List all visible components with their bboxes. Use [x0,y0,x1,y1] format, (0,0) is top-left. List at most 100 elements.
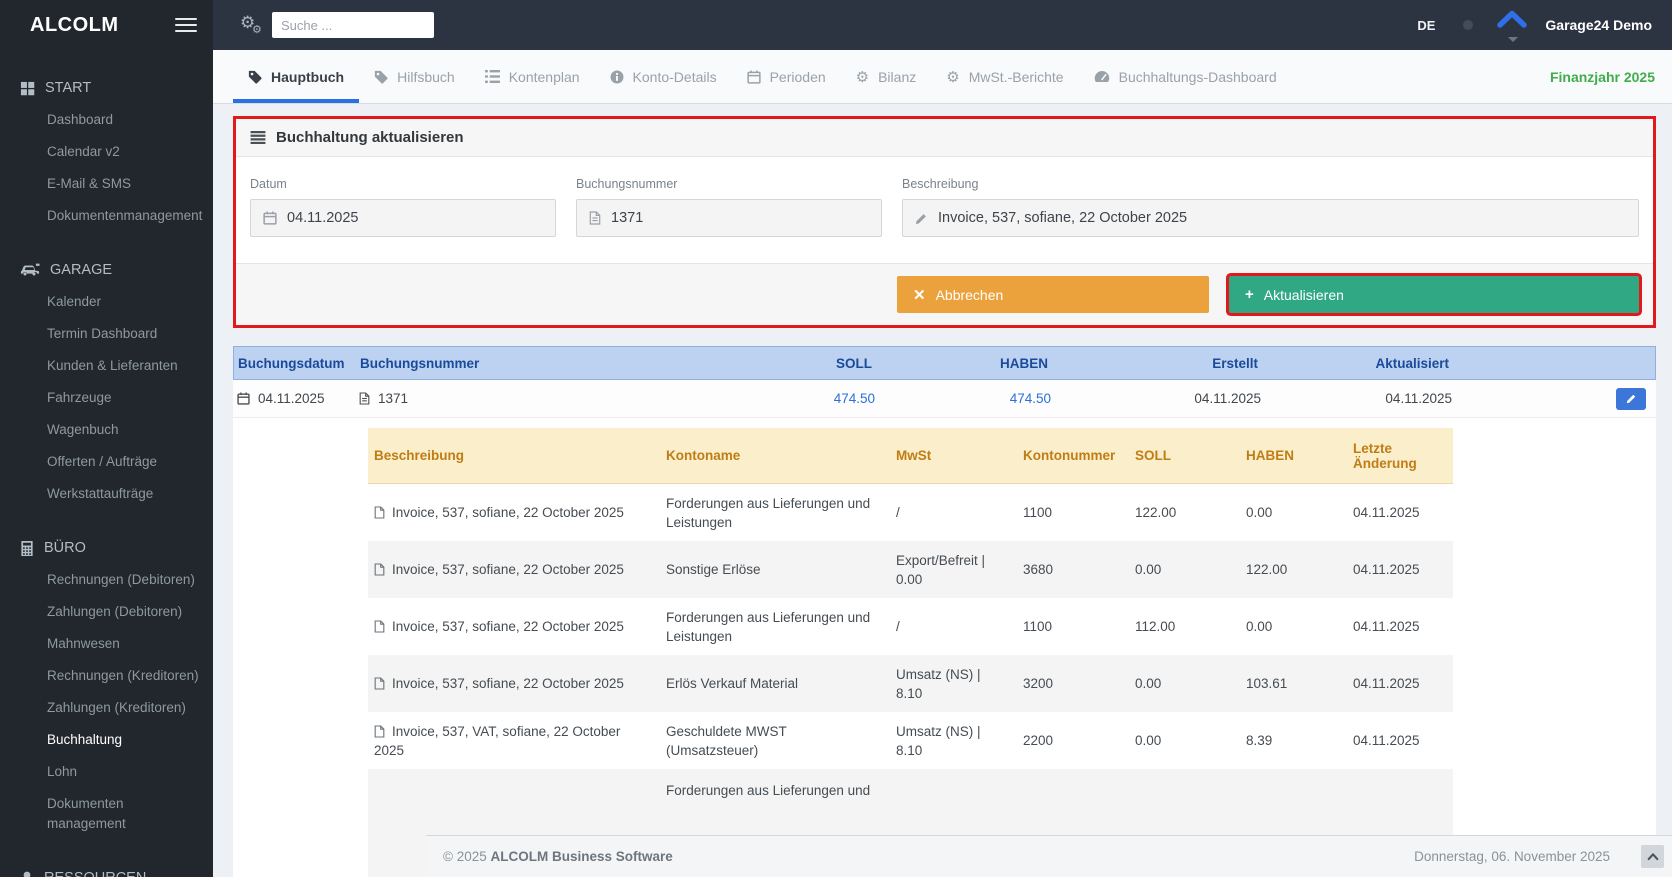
hamburger-menu-icon[interactable] [175,14,197,36]
sidebar-item-mahnwesen[interactable]: Mahnwesen [47,636,120,651]
letzte-aenderung-cell: 04.11.2025 [1353,676,1420,691]
notification-dot-icon[interactable] [1463,20,1474,30]
panel-body: Datum Buchungsnummer Beschreibung [236,157,1653,263]
file-icon [374,724,385,738]
col-buchungsnummer[interactable]: Buchungsnummer [360,355,480,371]
buchungsnummer-input[interactable] [611,210,869,226]
sidebar-item-wagenbuch[interactable]: Wagenbuch [47,422,119,437]
tab-buchhaltungs-dashboard[interactable]: Buchhaltungs-Dashboard [1079,50,1292,103]
beschreibung-input[interactable] [938,210,1626,226]
field-datum: Datum [250,177,556,237]
col-haben[interactable]: HABEN [1246,448,1295,463]
edit-button[interactable] [1616,387,1646,410]
sidebar-item-rechnungen-kreditoren[interactable]: Rechnungen (Kreditoren) [47,668,199,683]
haben-cell: 103.61 [1246,676,1288,691]
fiscal-year-badge[interactable]: Finanzjahr 2025 [1549,68,1655,85]
col-letzte-aenderung[interactable]: Letzte Änderung [1353,440,1417,471]
mwst-cell: / [896,505,900,520]
calendar-icon [263,211,277,225]
col-mwst[interactable]: MwSt [896,448,932,463]
sidebar-item-dokumenten-management[interactable]: Dokumenten management [47,796,126,831]
col-soll[interactable]: SOLL [836,355,872,371]
tab-perioden[interactable]: Perioden [732,50,841,103]
aktualisiert-value: 04.11.2025 [1385,391,1452,406]
topbar: ⚙⚙ DE Garage24 Demo [213,0,1672,50]
tab-hauptbuch[interactable]: Hauptbuch [233,50,360,103]
plus-icon: + [1245,286,1254,303]
detail-row: Invoice, 537, sofiane, 22 October 2025 F… [368,598,1453,655]
cogs-icon[interactable]: ⚙ ⚙ [240,13,262,36]
sidebar-header-garage[interactable]: GARAGE [0,254,213,286]
detail-header-row: Beschreibung Kontoname MwSt Kontonummer … [368,428,1453,484]
tab-bilanz[interactable]: ⚙ Bilanz [855,67,917,86]
sidebar-header-label: START [45,80,92,96]
sidebar-item-dashboard[interactable]: Dashboard [47,112,114,127]
datum-input[interactable] [287,210,543,226]
tag-icon [374,70,388,84]
col-erstellt[interactable]: Erstellt [1212,355,1258,371]
sidebar-item-werkstattauftraege[interactable]: Werkstattaufträge [47,486,154,501]
kontoname-cell: Geschuldete MWST (Umsatzsteuer) [666,723,787,758]
buchungsdatum-cell: 04.11.2025 [233,391,355,406]
sidebar-item-buchhaltung[interactable]: Buchhaltung [47,732,123,747]
field-label: Datum [250,177,287,191]
col-kontoname[interactable]: Kontoname [666,448,741,463]
detail-table: Beschreibung Kontoname MwSt Kontonummer … [233,418,1656,877]
tab-kontenplan[interactable]: Kontenplan [470,50,595,103]
ledger-row: 04.11.2025 1371 474.50 474.50 04.11.2025… [233,380,1656,418]
sidebar-item-zahlungen-debitoren[interactable]: Zahlungen (Debitoren) [47,604,183,619]
account-name[interactable]: Garage24 Demo [1545,17,1652,33]
haben-cell: 122.00 [1246,562,1288,577]
sidebar-item-offerten-auftraege[interactable]: Offerten / Aufträge [47,454,158,469]
sidebar: ALCOLM START Dashboard Calendar v2 E-Mai… [0,0,213,877]
tab-hilfsbuch[interactable]: Hilfsbuch [359,50,470,103]
letzte-aenderung-cell: 04.11.2025 [1353,733,1420,748]
sidebar-header-start[interactable]: START [0,72,213,104]
sidebar-item-lohn[interactable]: Lohn [47,764,78,779]
sidebar-header-buero[interactable]: BÜRO [0,532,213,564]
sidebar-item-fahrzeuge[interactable]: Fahrzeuge [47,390,112,405]
sidebar-item-kunden-lieferanten[interactable]: Kunden & Lieferanten [47,358,178,373]
scroll-top-button[interactable] [1641,845,1664,868]
col-beschreibung[interactable]: Beschreibung [374,448,465,463]
chevron-down-icon [1508,37,1519,42]
tabbar: Hauptbuch Hilfsbuch Kontenplan Konto-Det… [213,50,1672,104]
file-icon [589,211,601,225]
grid-icon [20,81,35,96]
sidebar-item-kalender[interactable]: Kalender [47,294,102,309]
col-haben[interactable]: HABEN [999,355,1048,371]
col-buchungsdatum[interactable]: Buchungsdatum [238,355,345,371]
soll-value[interactable]: 474.50 [833,391,875,406]
panel-footer: ✕ Abbrechen + Aktualisieren [236,263,1653,325]
sidebar-item-zahlungen-kreditoren[interactable]: Zahlungen (Kreditoren) [47,700,186,715]
search-input[interactable] [272,12,434,38]
haben-value[interactable]: 474.50 [1009,391,1051,406]
tab-konto-details[interactable]: Konto-Details [595,50,732,103]
brand-chevron-icon[interactable] [1497,10,1531,42]
sidebar-item-calendar-v2[interactable]: Calendar v2 [47,144,120,159]
col-soll[interactable]: SOLL [1135,448,1171,463]
sidebar-header-ressourcen[interactable]: RESSOURCEN [0,862,213,877]
calendar-icon [746,70,761,84]
copyright: © 2025 ALCOLM Business Software [443,849,673,864]
col-aktualisiert[interactable]: Aktualisiert [1375,355,1449,371]
datum-input-box [250,199,556,237]
col-kontonummer[interactable]: Kontonummer [1023,448,1116,463]
kontoname-cell: Forderungen aus Lieferungen und Leistung… [666,609,871,644]
sidebar-item-rechnungen-debitoren[interactable]: Rechnungen (Debitoren) [47,572,195,587]
sidebar-header-label: RESSOURCEN [44,870,146,877]
sidebar-header-label: BÜRO [44,540,86,556]
detail-row: Invoice, 537, VAT, sofiane, 22 October 2… [368,712,1453,769]
language-switch[interactable]: DE [1417,17,1436,33]
tab-mwst-berichte[interactable]: ⚙ MwSt.-Berichte [946,67,1064,86]
sidebar-item-termin-dashboard[interactable]: Termin Dashboard [47,326,158,341]
update-button[interactable]: + Aktualisieren [1229,276,1639,313]
edit-cell [1452,387,1656,410]
field-buchungsnummer: Buchungsnummer [576,177,882,237]
sidebar-item-email-sms[interactable]: E-Mail & SMS [47,176,132,191]
haben-cell: 0.00 [1246,619,1273,634]
sidebar-item-dokumentenmanagement[interactable]: Dokumentenmanagement [47,208,203,223]
cancel-button[interactable]: ✕ Abbrechen [897,276,1209,313]
calculator-icon [20,540,34,556]
rows-icon [250,131,266,144]
